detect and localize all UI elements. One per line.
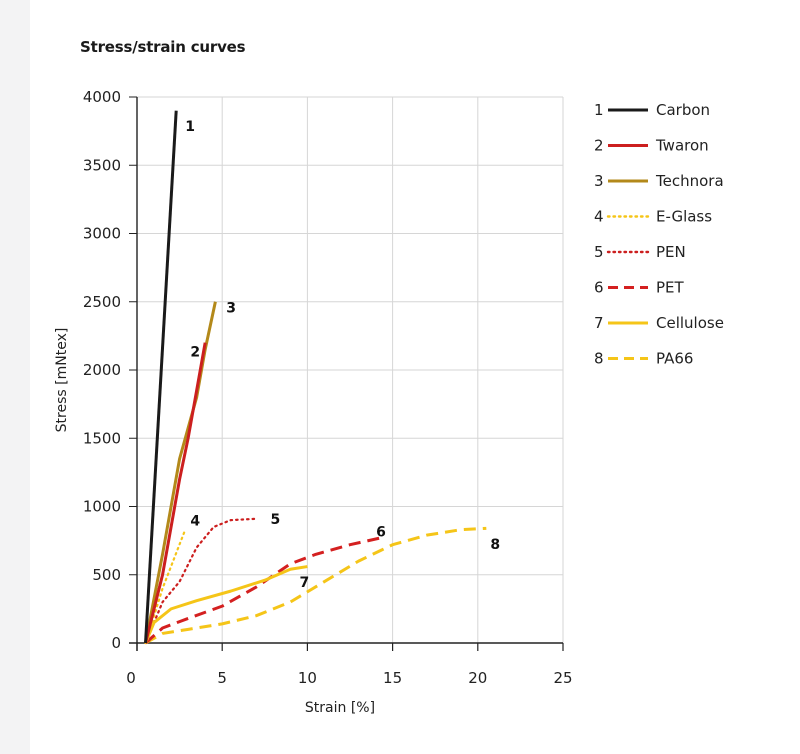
- legend-number-4: 4: [594, 208, 604, 226]
- legend-label-twaron: Twaron: [655, 137, 709, 155]
- x-axis-label: Strain [%]: [305, 700, 375, 716]
- axes: [129, 96, 564, 651]
- series-pet-line: [144, 536, 381, 645]
- chart-title: Stress/strain curves: [80, 38, 246, 56]
- x-tick-label: 20: [468, 669, 487, 687]
- legend-number-3: 3: [594, 172, 604, 190]
- legend-number-6: 6: [594, 279, 604, 297]
- legend-number-8: 8: [594, 350, 604, 368]
- legend-label-carbon: Carbon: [656, 101, 710, 119]
- series-carbon-line: [144, 110, 178, 644]
- series-technora-line: [144, 301, 217, 644]
- series-lines: [144, 110, 487, 645]
- curve-label-6: 6: [376, 525, 386, 541]
- legend: 1 Carbon 2 Twaron 3 Technora 4 E-Glass 5 PEN 6 PET 7…: [594, 101, 724, 368]
- curve-label-3: 3: [226, 301, 236, 317]
- x-tick-label: 25: [553, 669, 572, 687]
- legend-label-technora: Technora: [655, 172, 724, 190]
- x-tick-label: 5: [217, 669, 227, 687]
- y-tick-label: 3500: [83, 156, 121, 174]
- grid: [137, 96, 564, 643]
- y-tick-label: 1000: [83, 498, 121, 516]
- x-tick-label: 0: [126, 669, 136, 687]
- y-axis-label: Stress [mNtex]: [54, 328, 70, 433]
- curve-label-8: 8: [490, 537, 500, 553]
- legend-label-pa66: PA66: [656, 350, 693, 368]
- series-pen-line: [144, 517, 258, 645]
- legend-label-cellulose: Cellulose: [656, 314, 724, 332]
- legend-number-2: 2: [594, 137, 604, 155]
- legend-label-pen: PEN: [656, 243, 686, 261]
- x-tick-label: 15: [383, 669, 402, 687]
- y-tick-label: 4000: [83, 88, 121, 106]
- chart-card: [30, 0, 800, 754]
- curve-label-1: 1: [185, 119, 195, 135]
- curve-label-7: 7: [299, 575, 309, 591]
- legend-number-1: 1: [594, 101, 604, 119]
- y-tick-label: 500: [92, 566, 121, 584]
- curve-label-4: 4: [190, 514, 200, 530]
- curve-label-5: 5: [271, 512, 281, 528]
- legend-number-5: 5: [594, 243, 604, 261]
- y-tick-label: 3000: [83, 225, 121, 243]
- y-tick-label: 1500: [83, 429, 121, 447]
- legend-number-7: 7: [594, 314, 604, 332]
- legend-label-pet: PET: [656, 279, 685, 297]
- x-tick-label: 10: [298, 669, 317, 687]
- series-pa66-line: [144, 526, 487, 645]
- curve-label-2: 2: [190, 344, 200, 360]
- curve-labels: 1 2 3 4 5 6 7 8: [185, 119, 500, 591]
- series-cellulose-line: [144, 565, 308, 644]
- legend-label-e-glass: E-Glass: [656, 208, 712, 226]
- y-tick-label: 2000: [83, 361, 121, 379]
- y-tick-label: 2500: [83, 293, 121, 311]
- y-tick-label: 0: [111, 634, 121, 652]
- series-twaron-line: [144, 342, 207, 644]
